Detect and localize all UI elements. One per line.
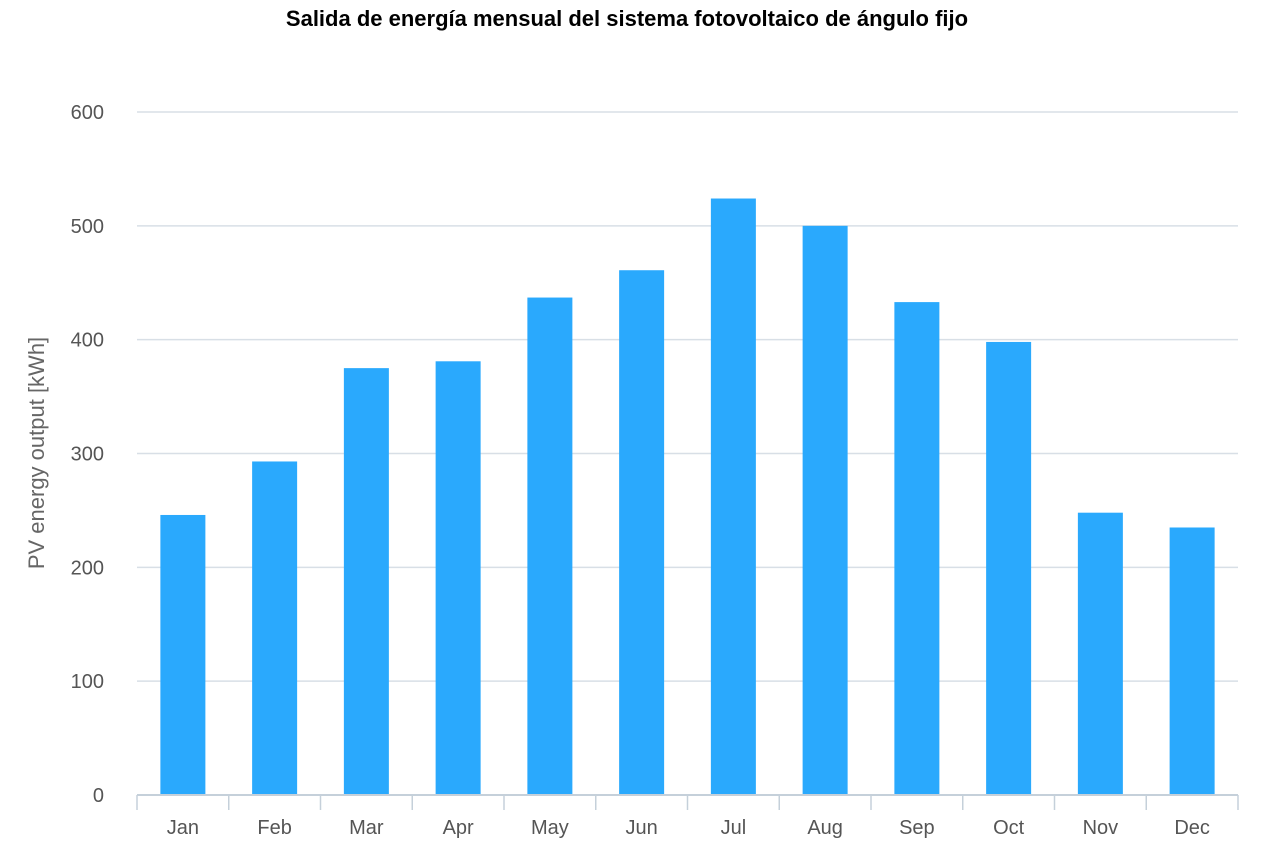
bar-sep: [894, 302, 940, 795]
x-tick-label: May: [531, 817, 569, 839]
x-tick-label: Apr: [443, 817, 474, 839]
x-tick-label: Jan: [167, 817, 199, 839]
bar-feb: [252, 461, 298, 795]
x-tick-label: Nov: [1083, 817, 1119, 839]
bar-apr: [435, 361, 481, 795]
x-tick-label: Sep: [899, 817, 935, 839]
chart-title: Salida de energía mensual del sistema fo…: [285, 6, 969, 31]
y-tick-label: 600: [71, 102, 104, 124]
y-tick-label: 500: [71, 216, 104, 238]
y-tick-label: 300: [71, 444, 104, 466]
bar-aug: [802, 225, 848, 796]
bar-jul: [710, 198, 756, 796]
y-axis-ticks: 0 100 200 300 400 500 600: [71, 102, 104, 807]
x-tick-label: Aug: [807, 817, 843, 839]
y-tick-label: 0: [93, 785, 104, 807]
x-tick-label: Jul: [721, 817, 747, 839]
x-tick-label: Dec: [1174, 817, 1210, 839]
y-tick-label: 400: [71, 330, 104, 352]
bar-jun: [619, 270, 665, 795]
x-tick-label: Jun: [626, 817, 658, 839]
y-tick-label: 200: [71, 557, 104, 579]
x-tick-label: Feb: [257, 817, 291, 839]
x-axis-ticks: Jan Feb Mar Apr May Jun Jul Aug Sep Oct Nov Dec: [167, 817, 1210, 839]
x-tick-label: Mar: [349, 817, 384, 839]
bar-oct: [986, 341, 1032, 795]
bars: [160, 198, 1215, 796]
bar-nov: [1077, 512, 1123, 795]
bar-mar: [343, 368, 389, 795]
grid-lines: [137, 111, 1238, 682]
bar-jan: [160, 514, 206, 795]
y-tick-label: 100: [71, 671, 104, 693]
x-tick-label: Oct: [993, 817, 1025, 839]
bar-may: [527, 297, 573, 795]
bar-dec: [1169, 527, 1215, 795]
y-axis-title: PV energy output [kWh]: [24, 337, 49, 569]
x-axis: [136, 794, 1239, 810]
